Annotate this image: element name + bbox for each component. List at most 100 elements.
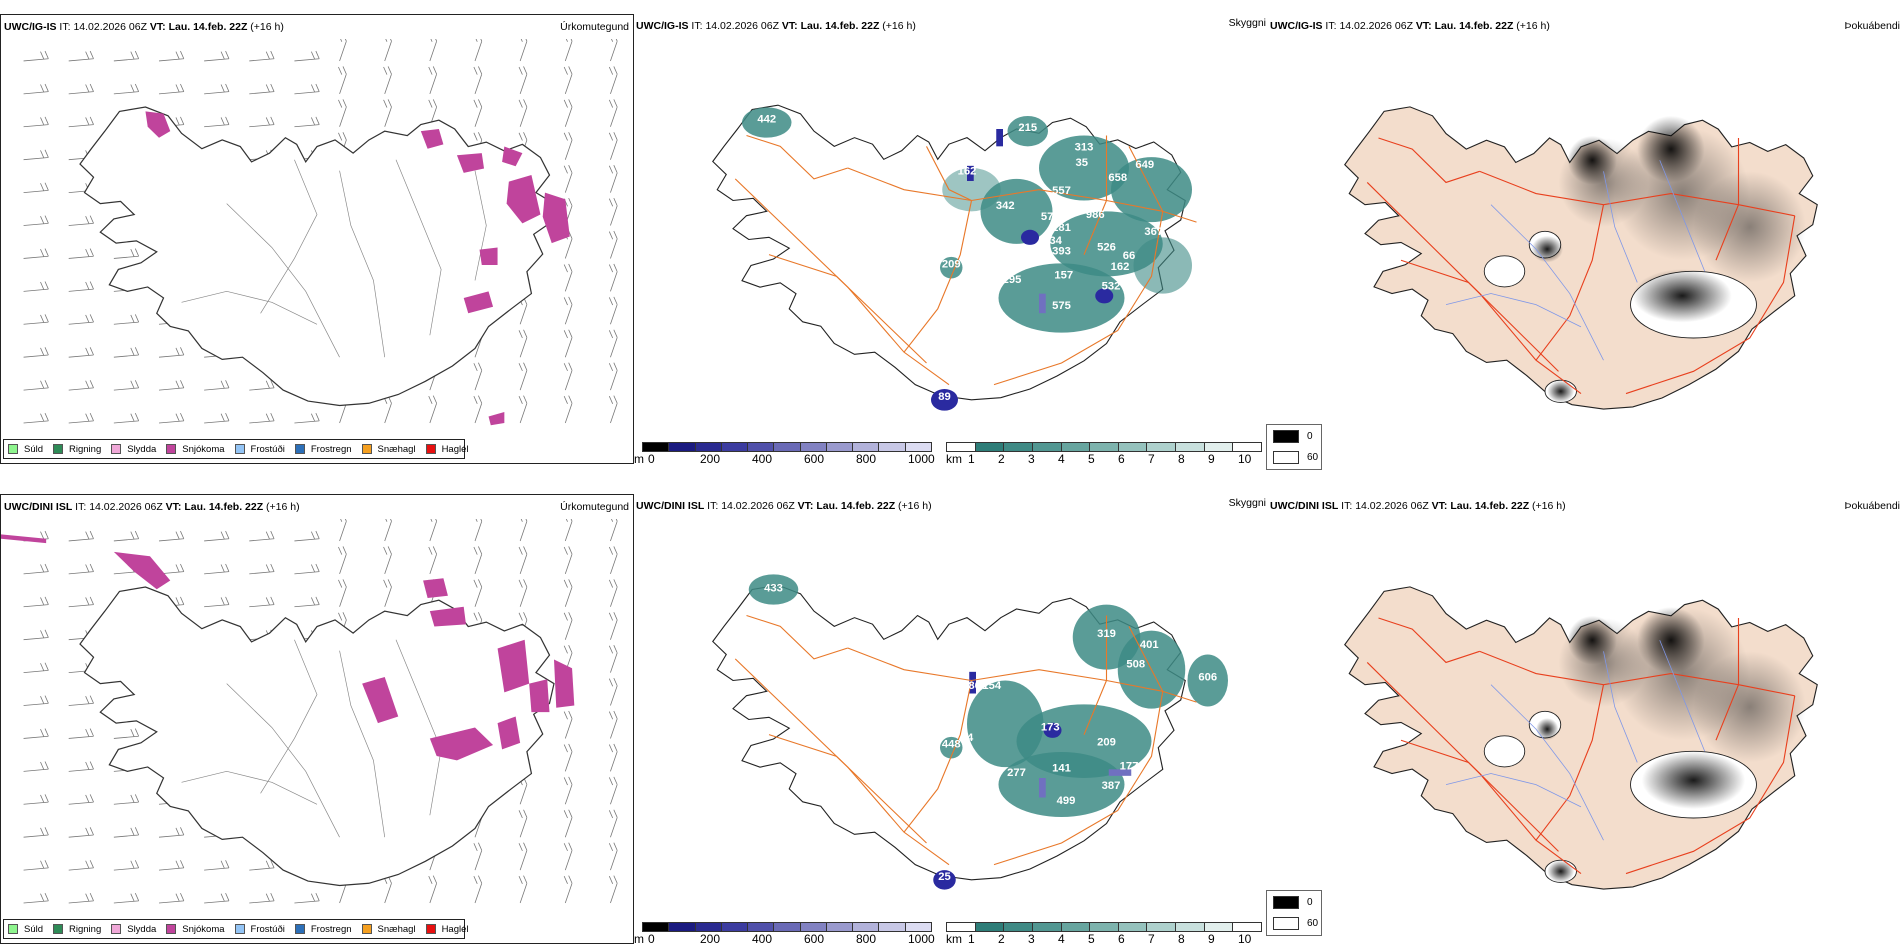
wind-barb xyxy=(608,197,618,226)
vt-value: Lau. 14.feb. 22Z xyxy=(168,21,248,33)
legend-item: Súld xyxy=(8,444,43,455)
wind-barb xyxy=(563,546,573,574)
colorbar-segment xyxy=(643,923,670,931)
colorbar-segment xyxy=(774,923,801,931)
colorbar-segment xyxy=(1090,443,1119,451)
cloud-base-value-label: 54 xyxy=(1039,661,1052,673)
cloud-base-value-label: 367 xyxy=(1144,226,1163,238)
wind-barb xyxy=(23,83,49,95)
wind-barb xyxy=(23,314,49,325)
legend-item: Rigning xyxy=(53,444,101,455)
row-1: UWC/IG-IS IT: 14.02.2026 06Z VT: Lau. 14… xyxy=(0,10,1900,470)
cloud-base-value-label: 54 xyxy=(961,732,974,744)
colorbar-tick: 400 xyxy=(752,932,773,946)
it-value: 14.02.2026 06Z xyxy=(721,500,795,512)
wind-barb xyxy=(113,50,140,62)
roads xyxy=(734,134,1197,386)
wind-barb xyxy=(518,66,528,94)
colorbar-tick: 10 xyxy=(1238,452,1252,466)
lead-time: (+16 h) xyxy=(1532,500,1566,512)
wind-barb xyxy=(294,530,320,542)
fog-legend-row: 60 xyxy=(1273,451,1318,464)
wind-barb xyxy=(610,39,618,62)
colorbar-tick: 600 xyxy=(804,452,825,466)
wind-barb xyxy=(383,66,392,94)
wind-barb xyxy=(608,842,618,871)
wind-barb xyxy=(68,413,94,424)
cloud-base-value-label: 215 xyxy=(1018,122,1037,134)
colorbar-tick: 1 xyxy=(968,932,975,946)
wind-barb xyxy=(428,546,438,574)
cloud-base-value-label: 393 xyxy=(1052,246,1071,258)
lead-time: (+16 h) xyxy=(250,21,284,33)
wind-barb xyxy=(249,563,275,575)
legend-swatch xyxy=(425,444,436,454)
row-2: UWC/DINI ISL IT: 14.02.2026 06Z VT: Lau.… xyxy=(0,490,1900,950)
cloud-base-value-label: 66 xyxy=(1123,250,1136,262)
fog-map xyxy=(1344,106,1818,410)
wind-barb xyxy=(339,519,347,542)
visibility-unit: km xyxy=(946,452,962,466)
wind-barb xyxy=(338,546,347,574)
vt-value: Lau. 14.feb. 22Z xyxy=(800,20,880,32)
colorbar-segment xyxy=(1176,923,1205,931)
wind-barb xyxy=(113,248,140,259)
wind-barb xyxy=(113,314,140,325)
colorbar-tick: 5 xyxy=(1088,452,1095,466)
visibility-shading xyxy=(748,574,1228,817)
fog-legend-label: 60 xyxy=(1307,452,1319,463)
precip-type-panel: UWC/IG-IS IT: 14.02.2026 06Z VT: Lau. 14… xyxy=(0,14,634,464)
wind-barb xyxy=(249,596,275,608)
panel-title: Úrkomutegund xyxy=(560,21,629,33)
wind-barb xyxy=(563,165,573,193)
legend-item: Rigning xyxy=(53,924,101,935)
wind-barb xyxy=(338,579,347,607)
wind-barb xyxy=(384,39,392,62)
wind-barb xyxy=(113,827,140,838)
colorbar-segment xyxy=(800,923,827,931)
wind-barb xyxy=(68,50,94,62)
panel-title: Þokuábendi xyxy=(1844,20,1900,32)
it-value: 14.02.2026 06Z xyxy=(1355,500,1429,512)
wind-barb xyxy=(113,530,140,542)
cloud-base-value-label: 34 xyxy=(992,650,1005,662)
legend-swatch xyxy=(425,924,436,934)
cloud-base-value-label: 442 xyxy=(757,114,776,126)
wind-barb xyxy=(249,50,275,62)
wind-barb xyxy=(339,39,347,62)
wind-barb xyxy=(473,579,483,607)
wind-barbs xyxy=(23,519,618,904)
colorbar-segment xyxy=(1061,923,1091,931)
legend-items: Súld Rigning Slydda Snjókoma Frostúði Frostre… xyxy=(8,444,479,455)
wind-barb xyxy=(563,329,573,358)
wind-barb xyxy=(23,629,49,641)
wind-barb xyxy=(158,50,185,62)
wind-barb xyxy=(518,362,528,391)
vt-label: VT: xyxy=(165,501,182,513)
cloud-base-value-label: 295 xyxy=(1003,274,1022,286)
wind-barb xyxy=(608,132,618,160)
wind-barb xyxy=(429,519,438,542)
colorbar-segment xyxy=(1204,443,1234,451)
panel-header: UWC/DINI ISL IT: 14.02.2026 06Z VT: Lau.… xyxy=(4,498,300,516)
wind-barb xyxy=(610,519,618,542)
colorbar-tick: 200 xyxy=(700,932,721,946)
cloud-base-panel: UWC/IG-IS IT: 14.02.2026 06Z VT: Lau. 14… xyxy=(634,14,1266,466)
cloud-base-value-label: 342 xyxy=(996,200,1015,212)
legend-item: Frostregn xyxy=(294,924,352,935)
colorbar-segment xyxy=(879,443,906,451)
cloud-base-value-label: 570 xyxy=(1041,211,1060,223)
cloud-base-value-label: 532 xyxy=(1102,281,1121,293)
it-label: IT: xyxy=(1325,20,1337,32)
precip-type-legend: Súld Rigning Slydda Snjókoma Frostúði Frostre… xyxy=(3,439,469,459)
cloud-base-value-label: 22 xyxy=(961,252,974,264)
colorbar-segment xyxy=(905,923,931,931)
colorbar-segment xyxy=(1004,923,1033,931)
cloud-base-value-label: 448 xyxy=(942,739,961,751)
colorbar-tick: 200 xyxy=(700,452,721,466)
cloud-base-value-label: 499 xyxy=(1057,795,1076,807)
wind-barb xyxy=(563,362,573,391)
lead-time: (+16 h) xyxy=(898,500,932,512)
panel-title: Þokuábendi xyxy=(1844,500,1900,512)
